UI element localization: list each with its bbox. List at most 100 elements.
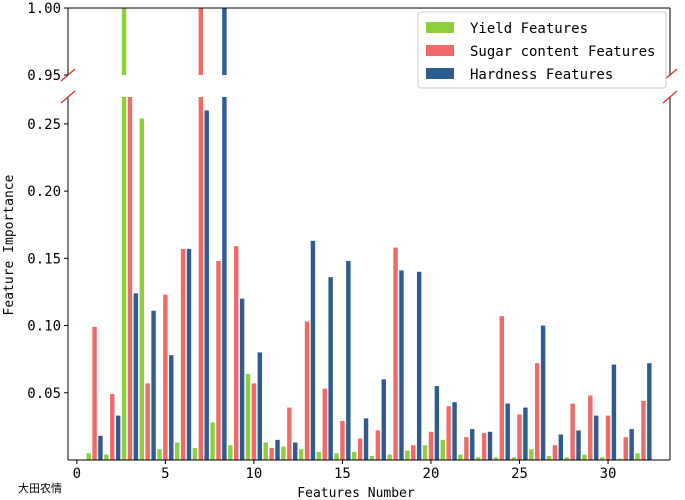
bar-hardness-28 [576,430,581,460]
bar-sugar-8 [216,261,221,460]
bar-yield-10 [245,373,251,460]
watermark: 大田农情 [18,481,62,495]
bar-hardness-27 [558,434,564,460]
bar-sugar-4 [145,383,150,460]
bar-hardness-10 [257,352,263,460]
bar-hardness-3 [133,293,139,460]
bar-hardness-4 [151,310,156,460]
bar-hardness-14 [328,277,333,460]
bar-sugar-29 [588,395,593,460]
bar-yield-31 [617,458,623,460]
bar-hardness-15 [346,261,351,460]
y-tick-label: 0.25 [27,117,61,133]
legend-label-sugar: Sugar content Features [470,44,655,60]
bar-hardness-12 [293,442,298,460]
x-tick-label: 30 [600,466,617,482]
bar-sugar-30 [605,415,611,460]
bar-sugar-23 [481,433,487,460]
bar-sugar-6 [180,248,186,460]
bar-hardness-20 [434,386,440,460]
bar-yield-24 [493,457,499,460]
bar-hardness-24 [505,403,510,460]
bar-yield-11 [263,442,268,460]
bar-yield-17 [369,455,375,460]
bar-hardness-9 [239,298,245,460]
x-tick-label: 20 [423,466,440,482]
bar-yield-3-upper [121,8,127,75]
bar-sugar-7-lower [198,97,204,460]
bar-hardness-1 [98,435,103,460]
bar-hardness-31 [629,429,634,460]
bar-yield-2 [104,454,109,460]
bar-sugar-32 [641,400,646,460]
bar-sugar-18 [393,247,398,460]
bar-yield-9 [228,445,233,460]
x-tick-label: 10 [245,466,262,482]
bar-sugar-5 [163,294,168,460]
bar-sugar-10 [251,383,257,460]
bar-yield-19 [405,450,410,460]
bar-yield-6 [174,442,180,460]
bar-sugar-3 [127,97,133,460]
bar-yield-20 [422,445,428,460]
bar-yield-18 [387,454,392,460]
x-tick-label: 0 [73,466,81,482]
bar-yield-5 [157,449,162,460]
bar-yield-3-lower [121,97,127,460]
legend: Yield Features Sugar content Features Ha… [417,11,667,89]
bar-yield-27 [546,455,552,460]
bar-sugar-11 [269,447,274,460]
bar-yield-14 [316,451,322,460]
bar-yield-12 [281,446,286,460]
ticks: 0.05 0.10 0.15 0.20 0.25 0.95 1.00 0 5 10 15 20 25 30 [27,1,616,482]
legend-swatch-sugar [426,45,454,56]
bar-yield-32 [635,453,640,460]
bar-sugar-25 [517,414,522,460]
x-tick-label: 5 [161,466,169,482]
bar-sugar-9 [233,246,239,460]
bar-yield-26 [529,449,534,460]
x-axis-label: Features Number [297,486,415,500]
lower-panel-bars [86,97,652,460]
y-axis-label: Feature Importance [2,174,17,315]
bar-hardness-25 [523,407,528,460]
bar-hardness-32 [647,363,652,460]
bar-sugar-16 [357,438,363,460]
bar-yield-23 [475,457,481,460]
bar-hardness-8-upper [222,8,227,75]
y-tick-label: 0.15 [27,251,61,267]
bar-sugar-28 [570,403,575,460]
bar-hardness-16 [363,418,369,460]
bar-yield-25 [511,457,516,460]
bar-hardness-2 [115,415,121,460]
bar-hardness-17 [381,379,386,460]
bar-yield-13 [298,449,304,460]
bar-yield-30 [599,457,605,460]
bar-hardness-7 [204,110,209,460]
bar-sugar-20 [428,431,434,460]
bar-hardness-22 [470,429,475,460]
y-tick-label: 0.95 [27,68,61,84]
axis-break-mark [662,90,678,104]
bar-yield-7 [192,447,198,460]
bar-yield-4 [139,118,144,460]
bar-sugar-2 [110,394,115,460]
bar-sugar-17 [375,430,381,460]
bar-sugar-13 [304,321,310,460]
bar-sugar-22 [464,437,469,460]
x-tick-label: 25 [511,466,528,482]
bar-hardness-6 [186,248,192,460]
bar-hardness-23 [487,431,493,460]
bar-yield-8 [210,422,215,460]
y-tick-label: 0.05 [27,386,61,402]
y-tick-label: 0.20 [27,184,61,200]
legend-label-yield: Yield Features [470,21,588,37]
bar-hardness-11 [275,439,280,460]
bar-sugar-19 [411,445,416,460]
y-tick-label: 0.10 [27,319,61,335]
bar-yield-21 [440,439,445,460]
bar-sugar-27 [552,445,558,460]
bar-yield-1 [86,453,91,460]
bar-yield-22 [458,454,463,460]
